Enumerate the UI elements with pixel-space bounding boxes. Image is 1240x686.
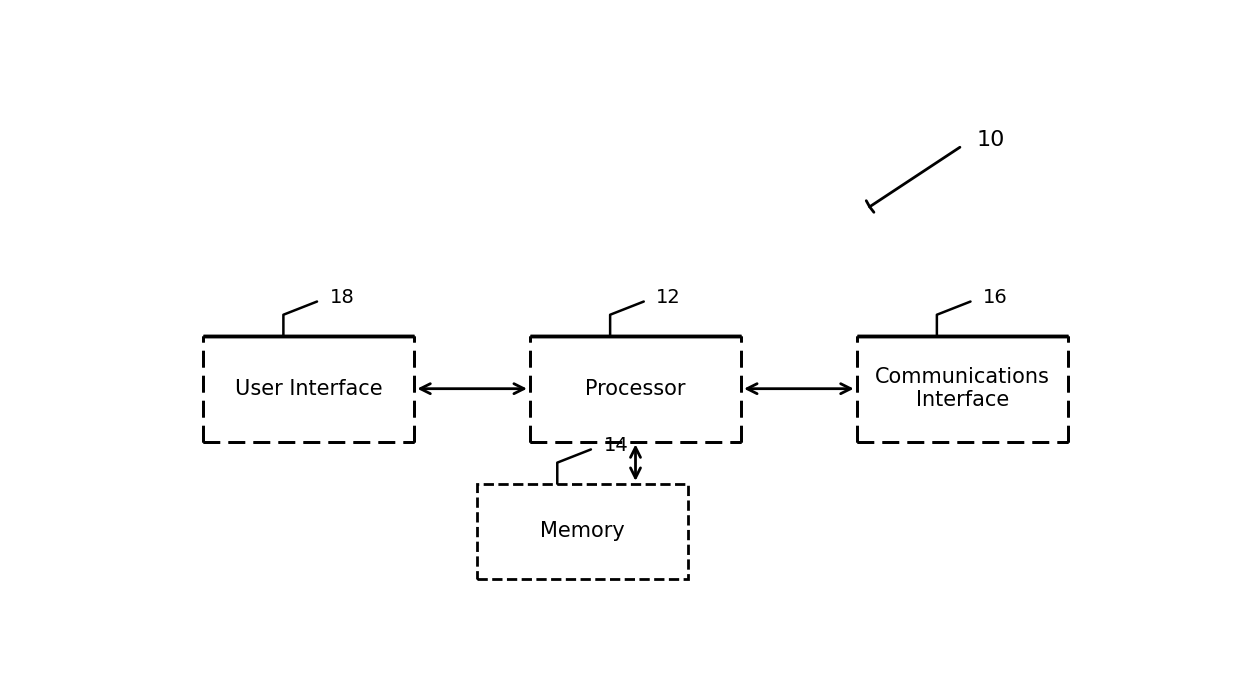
Text: User Interface: User Interface: [234, 379, 383, 399]
Text: 14: 14: [604, 436, 629, 456]
Text: 18: 18: [330, 288, 355, 307]
Text: 12: 12: [656, 288, 681, 307]
Bar: [529, 336, 742, 442]
Text: Processor: Processor: [585, 379, 686, 399]
Text: 10: 10: [977, 130, 1006, 150]
Text: 16: 16: [983, 288, 1008, 307]
Bar: [203, 336, 414, 442]
Text: Communications
Interface: Communications Interface: [874, 367, 1050, 410]
Bar: [477, 484, 688, 579]
Text: Memory: Memory: [541, 521, 625, 541]
Bar: [857, 336, 1068, 442]
